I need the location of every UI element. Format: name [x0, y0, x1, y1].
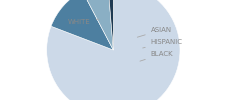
Text: ASIAN: ASIAN: [137, 27, 172, 37]
Wedge shape: [51, 0, 113, 50]
Wedge shape: [82, 0, 113, 50]
Text: BLACK: BLACK: [140, 51, 173, 61]
Wedge shape: [47, 0, 180, 100]
Text: HISPANIC: HISPANIC: [143, 39, 183, 48]
Text: WHITE: WHITE: [68, 19, 99, 25]
Wedge shape: [108, 0, 113, 50]
